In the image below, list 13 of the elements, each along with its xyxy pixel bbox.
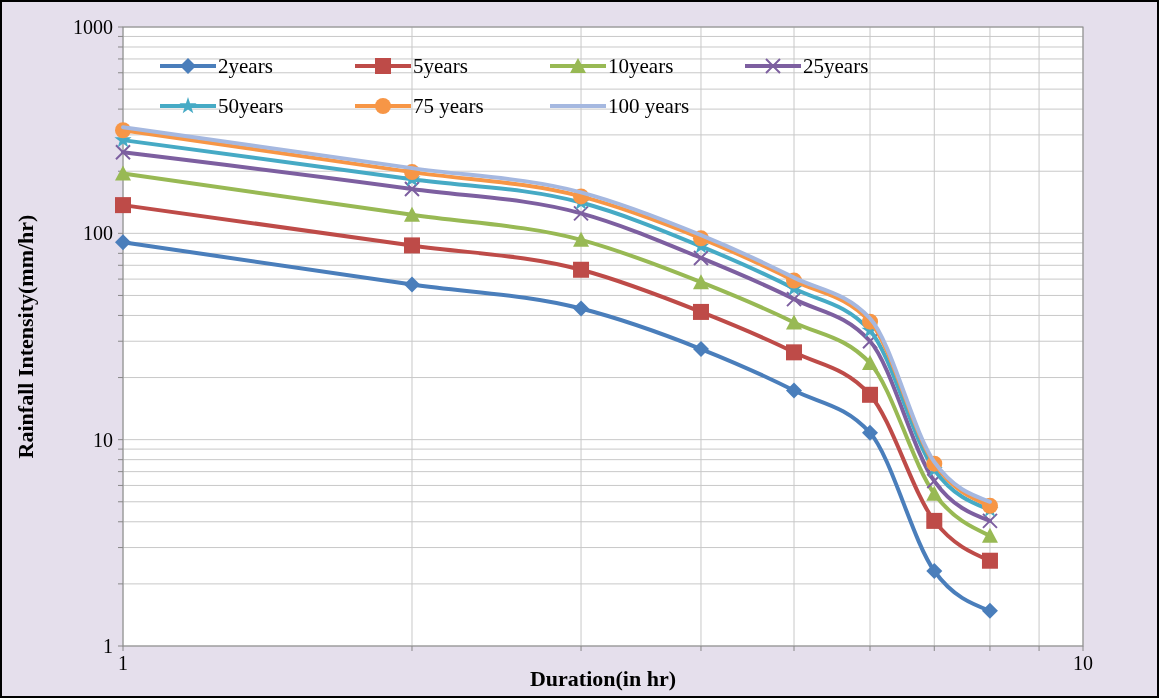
y-axis-title: Rainfall Intensity(mm/hr) xyxy=(13,214,38,459)
legend-label: 2years xyxy=(218,54,273,79)
x-axis-title: Duration(in hr) xyxy=(529,666,677,691)
y-tick-label: 10 xyxy=(93,428,113,451)
y-tick-label: 1000 xyxy=(73,16,113,38)
y-tick-label: 100 xyxy=(83,222,113,245)
legend-label: 100 years xyxy=(608,94,690,119)
legend-label: 5years xyxy=(413,54,468,79)
legend-label: 75 years xyxy=(413,94,484,119)
legend-label: 50years xyxy=(218,94,284,119)
y-tick-label: 1 xyxy=(103,635,113,657)
legend-label: 25years xyxy=(803,54,869,79)
legend-label: 10years xyxy=(608,54,674,79)
